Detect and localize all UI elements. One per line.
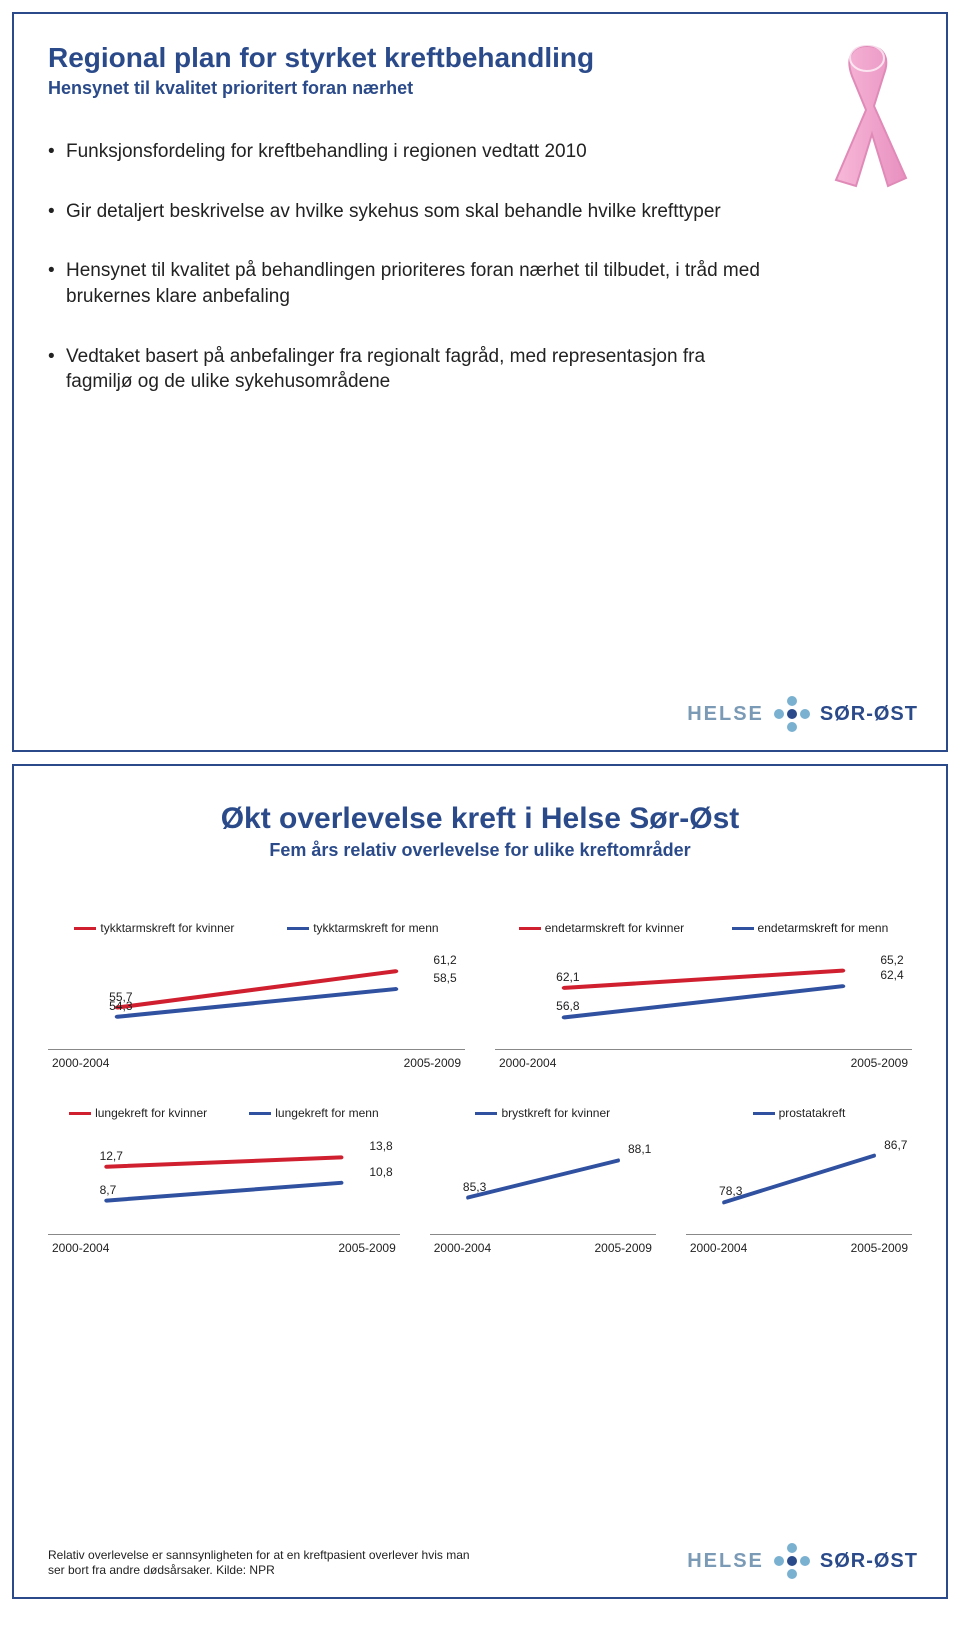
legend-swatch [74,927,96,930]
value-label: 12,7 [100,1149,123,1163]
chart-lunge: lungekreft for kvinner lungekreft for men… [48,1106,400,1255]
x-axis-labels: 2000-2004 2005-2009 [48,1056,465,1070]
value-label: 56,8 [556,999,579,1013]
legend-swatch [69,1112,91,1115]
axis-tick-label: 2005-2009 [338,1241,395,1255]
chart-plot: 55,761,254,358,5 [48,939,465,1050]
value-label: 13,8 [369,1139,392,1153]
chart-legend: lungekreft for kvinner lungekreft for men… [48,1106,400,1120]
axis-tick-label: 2000-2004 [52,1241,109,1255]
axis-tick-label: 2005-2009 [594,1241,651,1255]
chart-bryst: brystkreft for kvinner85,388,12000-20042… [430,1106,656,1255]
value-label: 61,2 [433,953,456,967]
chart-legend: tykktarmskreft for kvinner tykktarmskreft… [48,921,465,935]
legend-item: lungekreft for kvinner [69,1106,207,1120]
legend-swatch [732,927,754,930]
chart-prostata: prostatakreft 78,3 86,7 2000-2004 2005-2009 [686,1106,912,1255]
bullet-item: Hensynet til kvalitet på behandlingen pr… [48,258,766,309]
chart-plot: 78,3 86,7 [686,1124,912,1235]
logo-left: HELSE [687,1550,764,1573]
value-label: 10,8 [369,1165,392,1179]
slide2-title: Økt overlevelse kreft i Helse Sør-Øst [48,802,912,836]
axis-tick-label: 2000-2004 [499,1056,556,1070]
chart-plot: 12,7 13,8 8,7 10,8 [48,1124,400,1235]
axis-tick-label: 2000-2004 [434,1241,491,1255]
bullet-item: Vedtaket basert på anbefalinger fra regi… [48,344,766,395]
legend-item: endetarmskreft for menn [732,921,889,935]
slide1-title: Regional plan for styrket kreftbehandlin… [48,42,912,74]
legend-item: lungekreft for menn [249,1106,378,1120]
x-axis-labels: 2000-2004 2005-2009 [48,1241,400,1255]
value-label: 58,5 [433,971,456,985]
axis-tick-label: 2005-2009 [851,1241,908,1255]
axis-tick-label: 2005-2009 [404,1056,461,1070]
value-label: 54,3 [109,999,132,1013]
legend-item: brystkreft for kvinner [475,1106,610,1120]
axis-tick-label: 2000-2004 [690,1241,747,1255]
pink-ribbon-icon [822,38,912,188]
chart-row-1: tykktarmskreft for kvinner tykktarmskreft… [48,921,912,1070]
legend-item: tykktarmskreft for kvinner [74,921,234,935]
axis-tick-label: 2005-2009 [851,1056,908,1070]
slide-okt-overlevelse: Økt overlevelse kreft i Helse Sør-Øst Fe… [12,764,948,1599]
legend-swatch [249,1112,271,1115]
chart-row-2: lungekreft for kvinner lungekreft for men… [48,1106,912,1255]
helse-sorost-logo: HELSE SØR-ØST [687,1543,918,1579]
slide1-subtitle: Hensynet til kvalitet prioritert foran n… [48,78,912,99]
value-label: 62,1 [556,970,579,984]
legend-swatch [287,927,309,930]
value-label: 86,7 [884,1138,907,1152]
legend-item: tykktarmskreft for menn [287,921,438,935]
chart-plot: 85,3 88,1 [430,1124,656,1235]
chart-legend: brystkreft for kvinner [430,1106,656,1120]
chart-endetarm: endetarmskreft for kvinner endetarmskreft… [495,921,912,1070]
value-label: 65,2 [880,953,903,967]
value-label: 85,3 [463,1180,486,1194]
helse-sorost-logo: HELSE SØR-ØST [687,696,918,732]
slide-regional-plan: Regional plan for styrket kreftbehandlin… [12,12,948,752]
slide1-bullets: Funksjonsfordeling for kreftbehandling i… [48,139,912,395]
logo-dots-icon [774,1543,810,1579]
legend-item: prostatakreft [753,1106,846,1120]
chart-tykktarm: tykktarmskreft for kvinner tykktarmskreft… [48,921,465,1070]
value-label: 62,4 [880,968,903,982]
bullet-item: Funksjonsfordeling for kreftbehandling i… [48,139,766,165]
legend-swatch [753,1112,775,1115]
legend-swatch [519,927,541,930]
x-axis-labels: 2000-2004 2005-2009 [686,1241,912,1255]
footer-source-note: Relativ overlevelse er sannsynligheten f… [48,1548,478,1579]
value-label: 88,1 [628,1142,651,1156]
chart-plot: 62,1 65,2 56,8 62,4 [495,939,912,1050]
logo-left: HELSE [687,703,764,726]
chart-legend: endetarmskreft for kvinner endetarmskreft… [495,921,912,935]
logo-right: SØR-ØST [820,1550,918,1573]
logo-dots-icon [774,696,810,732]
legend-swatch [475,1112,497,1115]
slide2-subtitle: Fem års relativ overlevelse for ulike kr… [48,840,912,861]
chart-legend: prostatakreft [686,1106,912,1120]
x-axis-labels: 2000-2004 2005-2009 [430,1241,656,1255]
value-label: 8,7 [100,1183,117,1197]
bullet-item: Gir detaljert beskrivelse av hvilke syke… [48,199,766,225]
legend-item: endetarmskreft for kvinner [519,921,684,935]
value-label: 78,3 [719,1184,742,1198]
logo-right: SØR-ØST [820,703,918,726]
axis-tick-label: 2000-2004 [52,1056,109,1070]
x-axis-labels: 2000-2004 2005-2009 [495,1056,912,1070]
